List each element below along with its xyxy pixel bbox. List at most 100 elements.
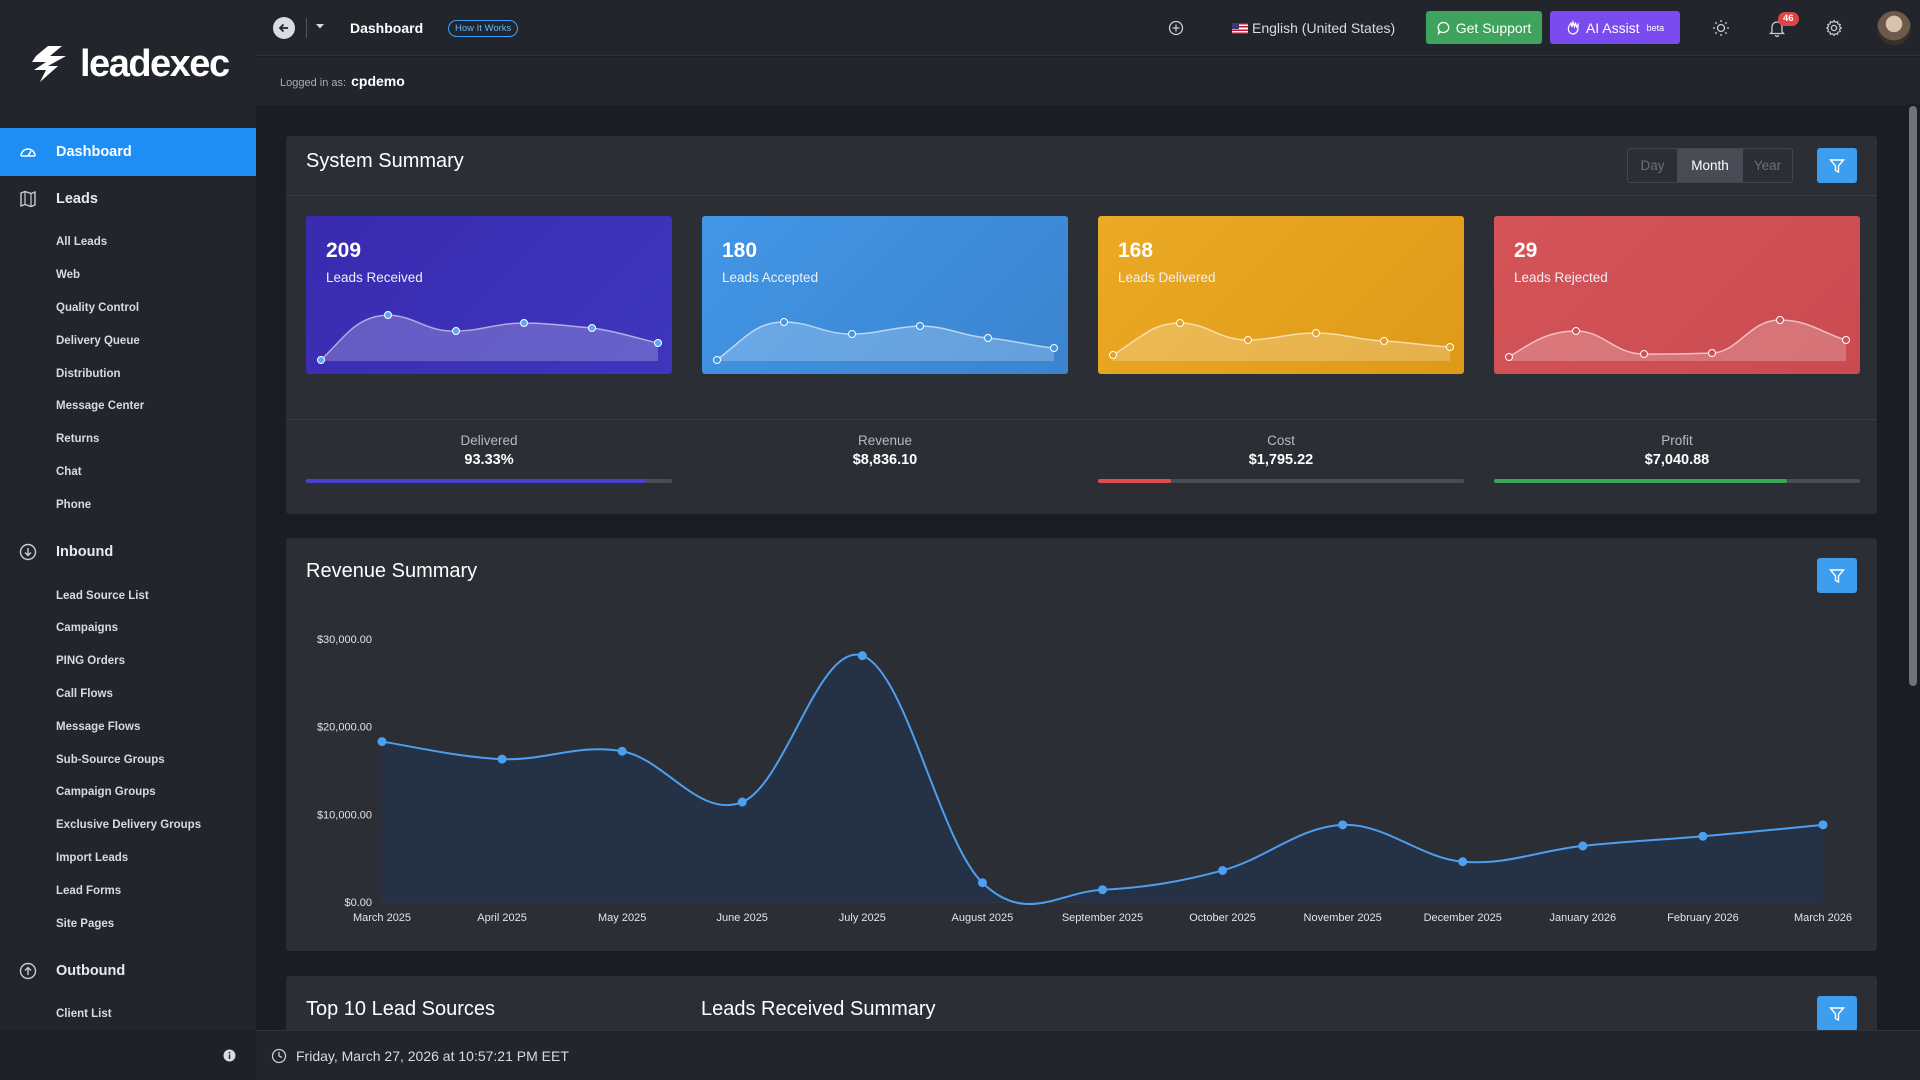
revenue-point[interactable]	[857, 651, 867, 661]
sidebar-section-label: Inbound	[56, 544, 114, 561]
chat-bubble-icon	[1437, 21, 1450, 35]
revenue-point[interactable]	[497, 754, 507, 764]
status-bar: Friday, March 27, 2026 at 10:57:21 PM EE…	[256, 1030, 1920, 1080]
system-summary-filter-button[interactable]	[1817, 148, 1857, 183]
sidebar-item-distribution[interactable]: Distribution	[56, 367, 121, 380]
sidebar-footer	[0, 1030, 256, 1080]
sparkline-leads-accepted	[713, 318, 1058, 364]
divider	[286, 419, 1877, 420]
user-avatar[interactable]	[1877, 11, 1911, 45]
revenue-area	[382, 654, 1823, 905]
wave-hand-icon	[1567, 20, 1579, 35]
stat-card-leads-delivered[interactable]: 168 Leads Delivered	[1098, 216, 1464, 374]
sidebar-item-message-flows[interactable]: Message Flows	[56, 720, 141, 733]
sidebar-item-returns[interactable]: Returns	[56, 433, 100, 446]
revenue-point[interactable]	[977, 878, 987, 888]
stat-card-leads-accepted[interactable]: 180 Leads Accepted	[702, 216, 1068, 374]
revenue-filter-button[interactable]	[1817, 558, 1857, 593]
sidebar-item-ping-orders[interactable]: PING Orders	[56, 655, 126, 668]
revenue-point[interactable]	[377, 737, 387, 747]
sidebar-section-outbound[interactable]: Outbound	[0, 948, 256, 994]
brand-name: leadexec	[80, 42, 230, 85]
revenue-point[interactable]	[1818, 820, 1828, 830]
leads-summary-filter-button[interactable]	[1817, 996, 1857, 1031]
revenue-point[interactable]	[1338, 820, 1348, 830]
sidebar-item-call-flows[interactable]: Call Flows	[56, 687, 113, 700]
sidebar-item-client-list[interactable]: Client List	[56, 1008, 112, 1021]
x-tick-label: January 2026	[1549, 912, 1616, 924]
get-support-button[interactable]: Get Support	[1426, 11, 1542, 44]
sidebar-item-import-leads[interactable]: Import Leads	[56, 851, 129, 864]
metric-delivered: Delivered 93.33%	[306, 433, 672, 483]
period-day[interactable]: Day	[1640, 158, 1665, 173]
revenue-point[interactable]	[617, 746, 627, 756]
sidebar-item-all-leads[interactable]: All Leads	[56, 236, 108, 249]
outbound-submenu: Client List	[0, 994, 256, 1031]
current-datetime: Friday, March 27, 2026 at 10:57:21 PM EE…	[296, 1048, 569, 1064]
scrollbar[interactable]	[1906, 104, 1920, 1030]
sidebar-item-message-center[interactable]: Message Center	[56, 400, 145, 413]
revenue-point[interactable]	[737, 797, 747, 807]
x-tick-label: June 2025	[717, 912, 768, 924]
caret-down-icon[interactable]	[315, 22, 325, 30]
sidebar-item-dashboard[interactable]: Dashboard	[0, 128, 256, 176]
metric-value: $7,040.88	[1644, 452, 1710, 468]
stat-card-leads-rejected[interactable]: 29 Leads Rejected	[1494, 216, 1860, 374]
revenue-point[interactable]	[1098, 885, 1107, 895]
period-year[interactable]: Year	[1753, 158, 1782, 173]
progress-fill	[1494, 479, 1787, 483]
us-flag-icon	[1232, 22, 1248, 34]
sidebar-item-quality-control[interactable]: Quality Control	[56, 301, 140, 314]
period-month[interactable]: Month	[1677, 149, 1743, 182]
y-tick-label: $10,000.00	[317, 809, 372, 821]
sidebar-item-campaigns[interactable]: Campaigns	[56, 622, 118, 635]
sidebar-item-sub-source-groups[interactable]: Sub-Source Groups	[56, 753, 165, 766]
sidebar-item-phone[interactable]: Phone	[56, 498, 92, 511]
sidebar-section-inbound[interactable]: Inbound	[0, 529, 256, 575]
back-button[interactable]	[273, 17, 295, 39]
scrollbar-thumb[interactable]	[1909, 106, 1917, 686]
how-it-works-link[interactable]: How It Works	[448, 20, 519, 37]
arrow-left-icon	[278, 23, 288, 33]
sidebar-item-lead-forms[interactable]: Lead Forms	[56, 884, 122, 897]
sidebar-item-site-pages[interactable]: Site Pages	[56, 917, 115, 930]
plus-circle-icon[interactable]	[1168, 20, 1184, 36]
revenue-point[interactable]	[1698, 831, 1708, 841]
gauge-icon	[20, 148, 36, 157]
period-toggle: Day Month Year	[1627, 148, 1793, 183]
stat-value: 29	[1514, 239, 1538, 262]
progress-bar	[1098, 479, 1464, 483]
y-tick-label: $0.00	[344, 897, 372, 909]
ai-assist-button[interactable]: AI Assist beta	[1550, 11, 1680, 44]
sidebar: leadexec Dashboard Leads All Leads Web Q…	[0, 0, 256, 1080]
revenue-point[interactable]	[1218, 865, 1228, 875]
sidebar-item-delivery-queue[interactable]: Delivery Queue	[56, 334, 140, 347]
sparkline-leads-received	[317, 311, 662, 364]
sidebar-item-exclusive-delivery-groups[interactable]: Exclusive Delivery Groups	[56, 819, 202, 832]
sidebar-item-chat[interactable]: Chat	[56, 465, 82, 478]
revenue-point[interactable]	[1458, 857, 1468, 867]
sun-icon[interactable]	[1712, 19, 1730, 37]
progress-bar	[306, 479, 672, 483]
x-tick-label: April 2025	[477, 912, 527, 924]
brand-logo[interactable]: leadexec	[0, 0, 256, 128]
metric-label: Profit	[1661, 433, 1693, 448]
stat-card-leads-received[interactable]: 209 Leads Received	[306, 216, 672, 374]
revenue-point[interactable]	[1578, 841, 1588, 851]
gear-icon[interactable]	[1825, 19, 1843, 37]
language-selector[interactable]: English (United States)	[1232, 20, 1395, 36]
x-tick-label: August 2025	[952, 912, 1014, 924]
leads-received-summary-title: Leads Received Summary	[701, 998, 936, 1020]
x-tick-label: December 2025	[1424, 912, 1502, 924]
stat-label: Leads Delivered	[1118, 270, 1216, 285]
sparkline-leads-rejected	[1505, 316, 1850, 361]
sidebar-section-leads[interactable]: Leads	[0, 176, 256, 222]
sidebar-item-lead-source-list[interactable]: Lead Source List	[56, 589, 149, 602]
notification-count-badge: 46	[1778, 12, 1799, 26]
sidebar-item-campaign-groups[interactable]: Campaign Groups	[56, 786, 156, 799]
metric-revenue: Revenue $8,836.10	[702, 433, 1068, 468]
stat-value: 180	[722, 239, 758, 262]
sidebar-item-web[interactable]: Web	[56, 269, 81, 282]
filter-icon	[1829, 1006, 1845, 1021]
info-icon[interactable]	[223, 1049, 236, 1062]
